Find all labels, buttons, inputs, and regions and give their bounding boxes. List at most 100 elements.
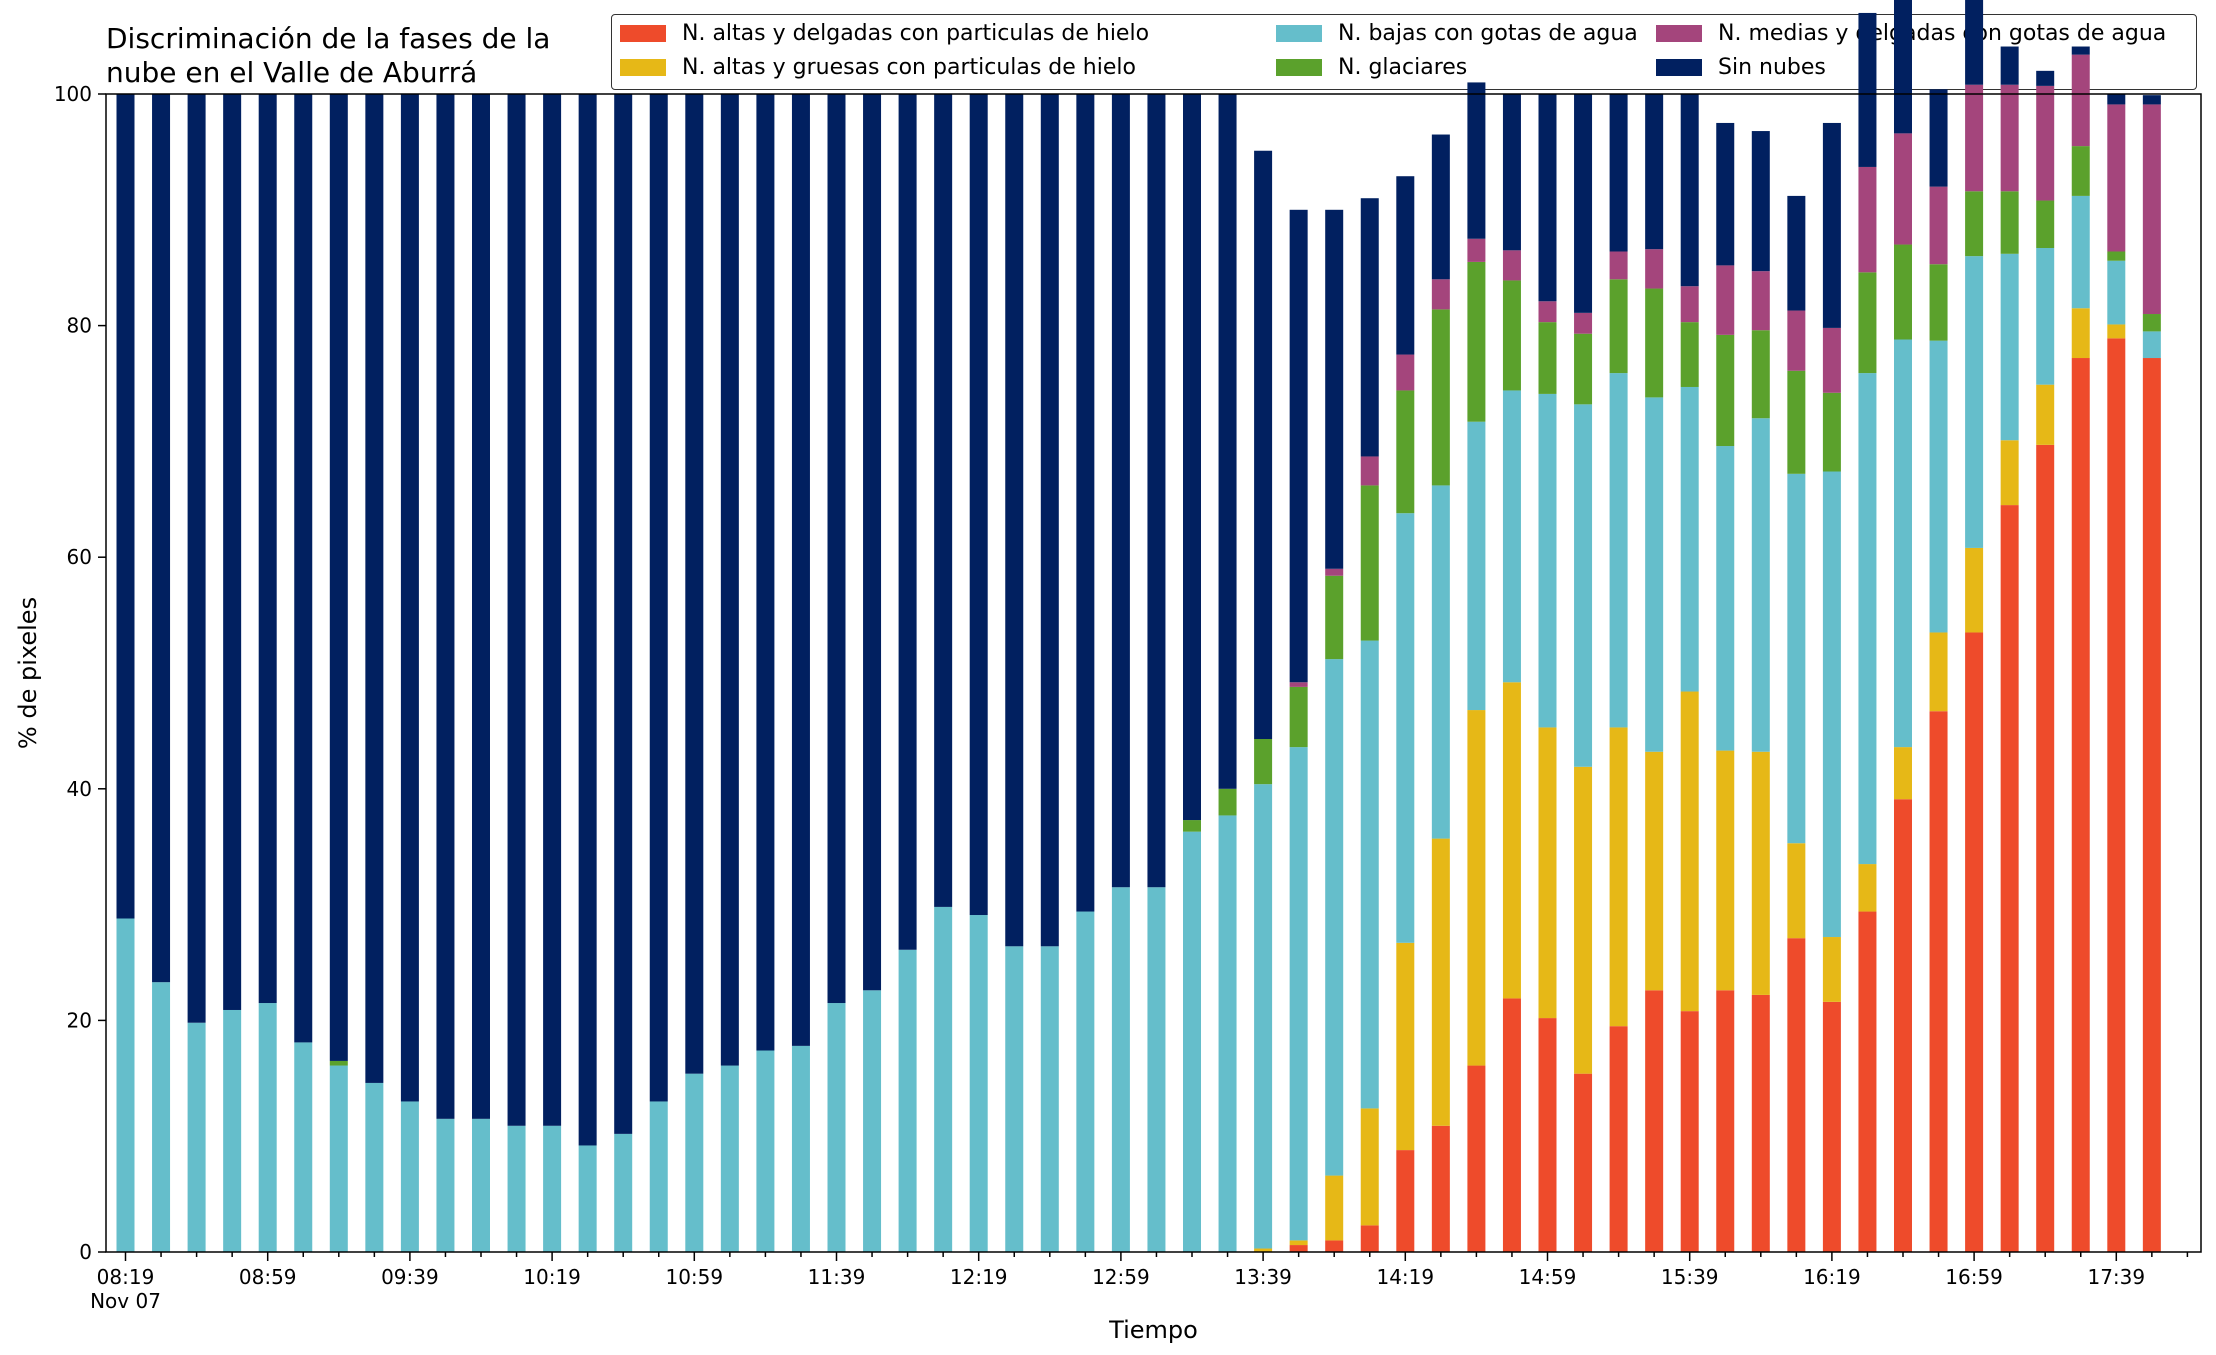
legend-label: N. bajas con gotas de agua [1338, 20, 1638, 46]
x-tick-label: 14:19 [1376, 1265, 1434, 1289]
bar-segment-2-34 [1325, 659, 1344, 1176]
bar-segment-2-33 [1289, 747, 1308, 1241]
bar-segment-2-7 [365, 1082, 384, 1252]
legend-swatch [1656, 58, 1702, 76]
bar-segment-2-16 [685, 1073, 704, 1252]
bar-segment-5-33 [1289, 209, 1308, 683]
bar-segment-1-36 [1396, 942, 1415, 1151]
bar-segment-2-12 [543, 1125, 562, 1252]
bar-segment-4-37 [1431, 279, 1450, 310]
bar-segment-5-41 [1574, 94, 1593, 313]
bar-segment-5-31 [1218, 94, 1237, 789]
bar-segment-4-57 [2142, 104, 2161, 315]
bar-segment-0-47 [1787, 938, 1806, 1252]
y-tick-label: 40 [67, 777, 92, 801]
bar-segment-5-3 [223, 94, 242, 1010]
legend-swatch [1276, 24, 1322, 42]
bar-segment-1-38 [1467, 710, 1486, 1066]
y-tick-label: 80 [67, 314, 92, 338]
chart-title: Discriminación de la fases de la nube en… [106, 22, 551, 89]
bar-segment-2-17 [720, 1065, 739, 1252]
bar-segment-1-46 [1751, 751, 1770, 995]
bar-segment-4-40 [1538, 301, 1557, 323]
bar-segment-0-52 [1965, 632, 1984, 1252]
bar-segment-4-56 [2107, 104, 2126, 252]
bar-segment-5-18 [756, 94, 775, 1051]
bar-segment-0-34 [1325, 1240, 1344, 1252]
bar-segment-4-55 [2071, 54, 2090, 147]
bar-segment-2-41 [1574, 404, 1593, 767]
bar-segment-5-56 [2107, 94, 2126, 105]
legend-item-bajas: N. bajas con gotas de agua [1276, 18, 1638, 48]
bar-segment-5-20 [827, 94, 846, 1004]
bar-segment-1-55 [2071, 308, 2090, 359]
bar-segment-3-53 [2000, 191, 2019, 254]
bar-segment-1-32 [1254, 1248, 1273, 1252]
bar-segment-2-40 [1538, 393, 1557, 728]
bar-segment-5-55 [2071, 46, 2090, 55]
bar-segment-4-34 [1325, 568, 1344, 576]
bar-segment-5-13 [578, 94, 597, 1146]
bar-segment-4-50 [1894, 133, 1912, 245]
x-tick-label: 12:19 [950, 1265, 1008, 1289]
bar-segment-5-27 [1076, 94, 1095, 912]
bar-segment-2-56 [2107, 260, 2126, 325]
x-tick-sublabel: Nov 07 [90, 1289, 161, 1313]
bar-segment-2-2 [187, 1022, 206, 1252]
bar-segment-2-30 [1183, 831, 1201, 1252]
bar-segment-5-2 [187, 94, 206, 1023]
bar-segment-2-11 [507, 1125, 526, 1252]
bar-segment-1-42 [1609, 727, 1628, 1027]
x-tick-label: 17:39 [2087, 1265, 2145, 1289]
bar-segment-4-35 [1360, 456, 1379, 486]
bar-segment-3-38 [1467, 261, 1486, 422]
bar-segment-4-42 [1609, 251, 1628, 280]
y-axis-label: % de pixeles [14, 597, 42, 749]
bar-segment-2-51 [1929, 340, 1948, 633]
bar-segment-4-47 [1787, 310, 1806, 371]
y-tick-label: 60 [67, 545, 92, 569]
bar-segment-5-21 [863, 94, 882, 991]
bar-segment-2-28 [1111, 887, 1130, 1252]
bar-segment-5-48 [1822, 122, 1841, 328]
bar-segment-1-54 [2036, 384, 2055, 445]
bar-segment-1-40 [1538, 727, 1557, 1019]
bar-segment-2-10 [472, 1118, 490, 1252]
bar-segment-5-0 [116, 94, 135, 919]
bar-segment-5-17 [720, 94, 739, 1066]
bar-segment-3-34 [1325, 575, 1344, 660]
bar-segment-5-46 [1751, 131, 1770, 272]
bar-segment-1-41 [1574, 766, 1593, 1074]
bar-segment-4-43 [1645, 249, 1664, 289]
bar-segment-2-15 [649, 1101, 668, 1252]
bar-segment-5-19 [791, 94, 810, 1046]
bar-segment-3-44 [1680, 322, 1699, 387]
bar-segment-5-16 [685, 94, 704, 1074]
bar-segment-4-49 [1858, 166, 1877, 273]
bar-segment-5-22 [898, 94, 917, 950]
bar-segment-4-53 [2000, 84, 2019, 192]
bar-segment-5-47 [1787, 195, 1806, 311]
bar-segment-3-43 [1645, 288, 1664, 398]
bar-segment-5-29 [1147, 94, 1166, 888]
bar-segment-2-57 [2142, 331, 2161, 359]
legend-label: N. medias y delgadas con gotas de agua [1718, 20, 2167, 46]
bar-segment-2-21 [863, 990, 882, 1252]
bar-segment-3-35 [1360, 485, 1379, 641]
bar-segment-5-34 [1325, 209, 1344, 569]
bar-segment-5-28 [1111, 94, 1130, 888]
legend-swatch [1656, 24, 1702, 42]
bar-segment-3-37 [1431, 309, 1450, 486]
x-tick-label: 13:39 [1234, 1265, 1292, 1289]
bar-segment-2-53 [2000, 253, 2019, 441]
bar-segment-5-38 [1467, 82, 1486, 239]
bar-segment-2-1 [152, 982, 171, 1252]
bar-segment-5-45 [1716, 122, 1735, 266]
bar-segment-5-4 [258, 94, 277, 1004]
bar-segment-0-57 [2142, 358, 2161, 1252]
bar-segment-2-26 [1040, 946, 1059, 1252]
bar-segment-0-38 [1467, 1065, 1486, 1252]
bar-segment-3-52 [1965, 191, 1984, 257]
bar-segment-5-35 [1360, 198, 1379, 457]
